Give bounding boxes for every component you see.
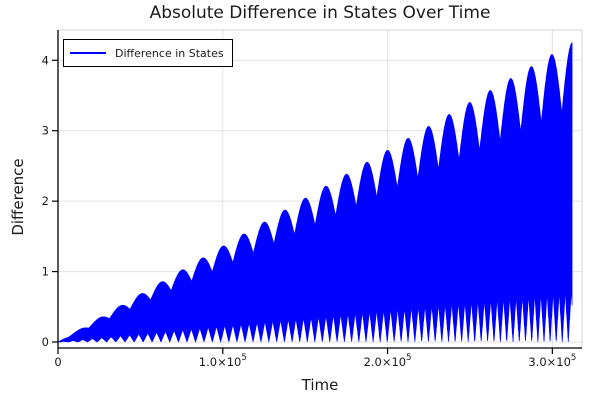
x-tick-label: 3.0×105 <box>528 353 576 369</box>
x-tick-label: 0 <box>54 355 61 369</box>
y-tick-label: 1 <box>42 265 49 279</box>
difference-series-area <box>57 42 573 344</box>
y-tick-label: 0 <box>42 335 49 349</box>
legend-series-label: Difference in States <box>115 46 224 60</box>
chart-title: Absolute Difference in States Over Time <box>149 3 491 23</box>
y-axis-label: Difference <box>9 158 27 236</box>
y-tick-label: 2 <box>42 194 49 208</box>
legend: Difference in States <box>63 39 233 67</box>
x-axis-label: Time <box>301 376 339 394</box>
x-tick-label: 1.0×105 <box>199 353 247 369</box>
y-tick-label: 3 <box>42 124 49 138</box>
x-tick-label: 2.0×105 <box>364 353 412 369</box>
legend-line-sample <box>70 52 106 54</box>
y-tick-label: 4 <box>42 53 49 67</box>
